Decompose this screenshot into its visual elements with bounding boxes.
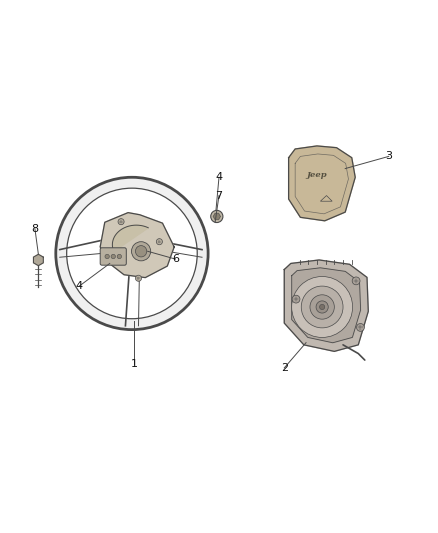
Circle shape: [357, 324, 364, 332]
Circle shape: [292, 295, 300, 303]
Text: 1: 1: [131, 359, 138, 369]
Circle shape: [131, 241, 151, 261]
Circle shape: [320, 304, 325, 310]
Circle shape: [301, 286, 343, 328]
Text: 4: 4: [76, 281, 83, 291]
Text: 6: 6: [172, 254, 179, 264]
Circle shape: [118, 219, 124, 225]
Circle shape: [117, 254, 121, 259]
Text: 8: 8: [32, 224, 39, 233]
Circle shape: [56, 177, 208, 329]
Circle shape: [156, 239, 162, 245]
Polygon shape: [284, 260, 368, 351]
FancyBboxPatch shape: [100, 248, 126, 265]
Circle shape: [135, 246, 147, 257]
Circle shape: [352, 277, 360, 285]
Circle shape: [111, 254, 116, 259]
Circle shape: [135, 275, 141, 281]
Text: 7: 7: [215, 191, 223, 200]
Circle shape: [67, 188, 197, 319]
Circle shape: [316, 301, 328, 313]
Polygon shape: [33, 254, 43, 265]
Polygon shape: [289, 146, 355, 221]
Text: 2: 2: [281, 363, 288, 373]
Polygon shape: [292, 268, 360, 343]
Text: Jeep: Jeep: [307, 171, 327, 179]
Polygon shape: [100, 213, 174, 278]
Text: 3: 3: [385, 151, 392, 161]
Circle shape: [211, 211, 223, 223]
Polygon shape: [213, 213, 220, 220]
Text: 4: 4: [215, 172, 223, 182]
Polygon shape: [113, 225, 148, 252]
Circle shape: [292, 277, 353, 337]
Circle shape: [105, 254, 110, 259]
Circle shape: [310, 295, 334, 319]
